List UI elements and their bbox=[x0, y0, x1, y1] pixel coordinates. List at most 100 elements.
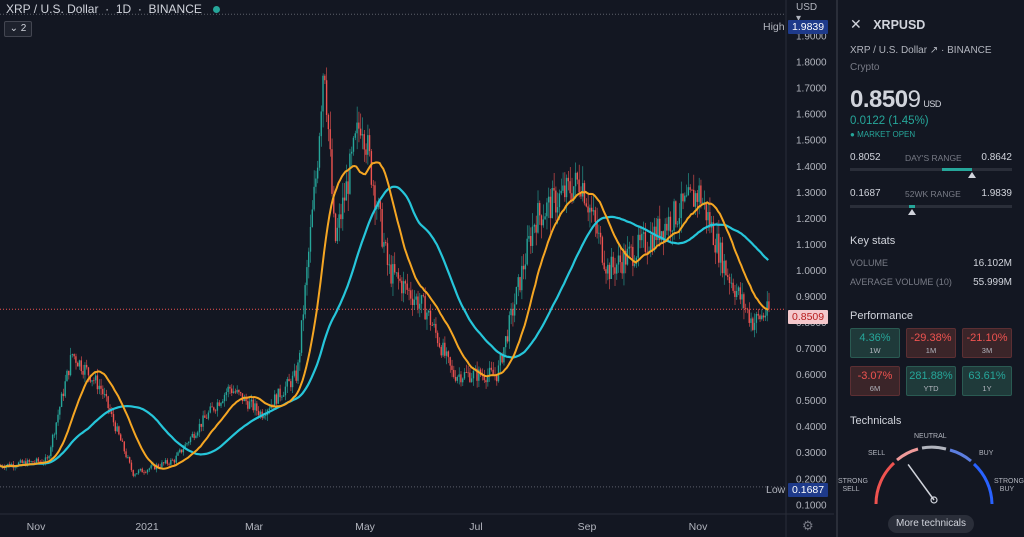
candle-body bbox=[21, 460, 23, 464]
performance-cell-ytd[interactable]: 281.88% YTD bbox=[906, 366, 956, 396]
symbol-header[interactable]: ✕ XRPUSD bbox=[850, 16, 925, 33]
candle-body bbox=[390, 264, 392, 284]
candle-body bbox=[655, 226, 657, 241]
candle-body bbox=[605, 269, 607, 274]
candle-body bbox=[352, 137, 355, 152]
candle-body bbox=[196, 432, 199, 436]
candle-body bbox=[256, 403, 258, 411]
candle-body bbox=[166, 460, 168, 464]
gear-icon[interactable]: ⚙ bbox=[802, 518, 814, 533]
gauge-strong-sell-arc bbox=[874, 461, 896, 505]
candle-body bbox=[157, 464, 159, 467]
candle-body bbox=[170, 459, 172, 465]
candle-body bbox=[214, 410, 217, 412]
candle-body bbox=[162, 462, 165, 464]
candle-body bbox=[667, 216, 670, 231]
candle-body bbox=[17, 462, 20, 467]
gauge-neutral-arc bbox=[921, 445, 947, 451]
candle-body bbox=[100, 385, 102, 389]
candle-body bbox=[222, 401, 224, 403]
external-link-icon[interactable]: ↗ bbox=[929, 45, 939, 56]
candle-body bbox=[395, 272, 398, 274]
candle-body bbox=[537, 202, 539, 233]
candle-body bbox=[71, 354, 74, 356]
candle-body bbox=[535, 224, 537, 233]
candle-body bbox=[553, 187, 555, 191]
candle-body bbox=[467, 372, 469, 374]
price-chart[interactable]: 1.9000 1.8000 1.7000 1.6000 1.5000 1.4000 1.30… bbox=[0, 0, 834, 537]
candle-body bbox=[759, 315, 761, 320]
candle-body bbox=[630, 246, 632, 248]
candle-body bbox=[488, 367, 491, 375]
chart-area[interactable]: 1.9000 1.8000 1.7000 1.6000 1.5000 1.4000 1.30… bbox=[0, 0, 834, 537]
candle-body bbox=[64, 381, 66, 397]
candle-body bbox=[564, 185, 566, 198]
candle-body bbox=[447, 351, 450, 358]
performance-cell-3m[interactable]: -21.10% 3M bbox=[962, 328, 1012, 358]
price-tick-label: 1.2000 bbox=[796, 214, 827, 225]
candle-body bbox=[94, 375, 97, 381]
gauge-label-buy: BUY bbox=[979, 450, 994, 457]
wk52-range-high: 1.9839 bbox=[981, 188, 1012, 199]
candle-body bbox=[311, 209, 313, 227]
performance-cell-1w[interactable]: 4.36% 1W bbox=[850, 328, 900, 358]
candle-body bbox=[401, 280, 403, 294]
candle-body bbox=[757, 313, 759, 316]
candle-body bbox=[137, 470, 140, 474]
candle-body bbox=[173, 460, 176, 463]
candle-body bbox=[397, 272, 399, 279]
candle-body bbox=[442, 342, 444, 356]
candle-body bbox=[238, 389, 240, 393]
candle-body bbox=[205, 417, 208, 419]
candle-body bbox=[98, 385, 100, 390]
candle-body bbox=[764, 315, 767, 318]
candle-body bbox=[334, 213, 337, 242]
price-last-digit: 9 bbox=[907, 86, 921, 113]
candle-body bbox=[248, 401, 251, 409]
performance-period: 6M bbox=[869, 384, 881, 393]
candle-body bbox=[608, 264, 611, 280]
more-technicals-button[interactable]: More technicals bbox=[888, 515, 974, 533]
series-line-ma-slow bbox=[0, 185, 769, 469]
candle-body bbox=[141, 468, 143, 473]
performance-cell-1m[interactable]: -29.38% 1M bbox=[906, 328, 956, 358]
candle-body bbox=[544, 216, 546, 220]
candle-body bbox=[111, 411, 113, 415]
candle-body bbox=[23, 461, 25, 464]
candle-body bbox=[136, 473, 138, 475]
candle-body bbox=[145, 472, 147, 474]
performance-value: 281.88% bbox=[909, 370, 953, 382]
candle-body bbox=[220, 402, 222, 406]
days-range-fill bbox=[941, 168, 972, 171]
candle-body bbox=[68, 370, 70, 376]
price-currency: USD bbox=[923, 99, 941, 109]
days-range-label: DAY'S RANGE bbox=[905, 153, 962, 163]
candle-body bbox=[250, 399, 253, 402]
candle-body bbox=[671, 230, 673, 232]
candle-body bbox=[728, 276, 731, 283]
candle-body bbox=[363, 134, 365, 150]
time-tick-label: Nov bbox=[27, 521, 46, 533]
performance-period: 1Y bbox=[982, 384, 992, 393]
candle-body bbox=[691, 189, 693, 191]
candle-body bbox=[268, 408, 271, 411]
performance-value: 4.36% bbox=[859, 332, 891, 344]
days-range-low: 0.8052 bbox=[850, 152, 881, 163]
candle-body bbox=[112, 414, 115, 423]
price-tick-label: 0.2000 bbox=[796, 474, 827, 485]
candle-body bbox=[682, 193, 684, 202]
candle-body bbox=[651, 234, 654, 251]
candle-body bbox=[761, 315, 763, 320]
candle-body bbox=[603, 262, 605, 270]
candle-body bbox=[621, 262, 623, 274]
time-tick-label: Mar bbox=[245, 521, 264, 533]
indicators-toggle-button[interactable]: ⌄ 2 bbox=[4, 21, 32, 37]
candle-body bbox=[25, 461, 27, 466]
candle-body bbox=[727, 275, 729, 277]
performance-cell-1y[interactable]: 63.61% 1Y bbox=[962, 366, 1012, 396]
candle-body bbox=[66, 370, 68, 382]
performance-cell-6m[interactable]: -3.07% 6M bbox=[850, 366, 900, 396]
axis-currency[interactable]: USD ▾ bbox=[796, 2, 828, 24]
candle-body bbox=[119, 434, 122, 441]
candle-body bbox=[732, 282, 734, 291]
